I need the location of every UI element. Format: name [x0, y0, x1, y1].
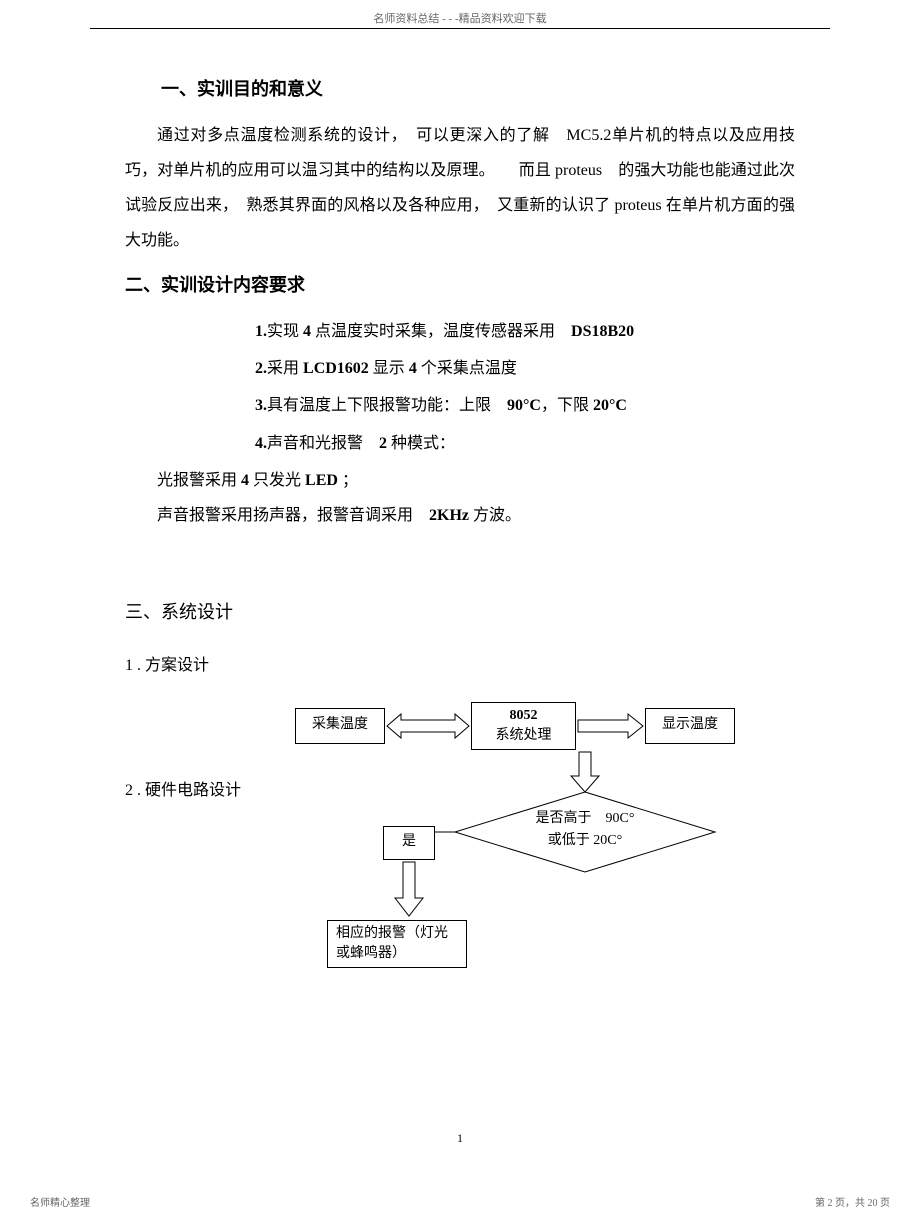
decision-l2: 或低于 20C°: [520, 830, 650, 852]
page-number-center: 1: [0, 1131, 920, 1146]
arrow-down-to-diamond: [571, 752, 599, 792]
req-2-b: LCD1602: [303, 360, 373, 377]
spacer: [125, 533, 795, 573]
req-4-b: 2: [379, 435, 391, 452]
req-1-a: 实现: [267, 323, 303, 340]
flow-box-process: 8052 系统处理: [471, 702, 576, 750]
flow-box-alarm: 相应的报警（灯光 或蜂鸣器）: [327, 920, 467, 968]
sub-req-1: 光报警采用 4 只发光 LED ；: [157, 463, 795, 498]
process-l2: 系统处理: [496, 726, 552, 746]
req-4-num: 4.: [255, 435, 267, 452]
sub-req-2: 声音报警采用扬声器，报警音调采用 2KHz 方波。: [157, 498, 795, 533]
sub1-c: 只发光: [253, 472, 305, 489]
req-3-d: 20°C: [593, 397, 627, 414]
req-1-num: 1.: [255, 323, 267, 340]
arrow-right: [578, 714, 643, 738]
req-2: 2.采用 LCD1602 显示 4 个采集点温度: [255, 351, 795, 386]
req-4: 4.声音和光报警 2 种模式：: [255, 426, 795, 461]
header-text: 名师资料总结 - - -精品资料欢迎下载: [0, 10, 920, 26]
section-3-sub1: 1 . 方案设计: [125, 648, 795, 683]
section-3-sub2: 2 . 硬件电路设计: [125, 773, 241, 808]
req-4-c: 种模式：: [391, 435, 455, 452]
arrow-down-to-alarm: [395, 862, 423, 916]
flow-box-collect: 采集温度: [295, 708, 385, 744]
req-3-c: ，下限: [541, 397, 593, 414]
footer-right: 第 2 页，共 20 页: [815, 1194, 890, 1209]
flowchart-container: 采集温度 8052 系统处理 显示温度 是 是否高于 90C° 或低于 20C°…: [125, 698, 795, 1018]
section-2-title: 二、实训设计内容要求: [125, 266, 795, 306]
section-1-title: 一、实训目的和意义: [125, 70, 795, 110]
flow-box-yes: 是: [383, 826, 435, 860]
req-3-b: 90°C: [507, 397, 541, 414]
req-1-d: DS18B20: [571, 323, 634, 340]
sub2-c: 方波。: [473, 507, 521, 524]
req-2-e: 个采集点温度: [421, 360, 517, 377]
footer-left: 名师精心整理: [30, 1194, 90, 1209]
section-3-title: 三、系统设计: [125, 593, 795, 633]
req-2-num: 2.: [255, 360, 267, 377]
req-2-d: 4: [409, 360, 421, 377]
decision-l1: 是否高于 90C°: [520, 808, 650, 830]
req-3-num: 3.: [255, 397, 267, 414]
sub1-a: 光报警采用: [157, 472, 241, 489]
req-4-a: 声音和光报警: [267, 435, 379, 452]
req-1-c: 点温度实时采集，温度传感器采用: [315, 323, 571, 340]
process-l1: 8052: [496, 706, 552, 726]
flow-box-display: 显示温度: [645, 708, 735, 744]
arrow-left-double: [387, 714, 469, 738]
alarm-l2: 或蜂鸣器）: [336, 944, 448, 964]
sub1-e: ；: [342, 472, 358, 489]
req-3: 3.具有温度上下限报警功能：上限 90°C，下限 20°C: [255, 388, 795, 423]
decision-text: 是否高于 90C° 或低于 20C°: [520, 808, 650, 853]
sub1-b: 4: [241, 472, 253, 489]
sub1-d: LED: [305, 472, 342, 489]
req-3-a: 具有温度上下限报警功能：上限: [267, 397, 507, 414]
req-2-a: 采用: [267, 360, 303, 377]
req-1: 1.实现 4 点温度实时采集，温度传感器采用 DS18B20: [255, 314, 795, 349]
sub2-b: 2KHz: [429, 507, 473, 524]
header-divider: [90, 28, 830, 29]
alarm-l1: 相应的报警（灯光: [336, 924, 448, 944]
sub2-a: 声音报警采用扬声器，报警音调采用: [157, 507, 429, 524]
requirements-list: 1.实现 4 点温度实时采集，温度传感器采用 DS18B20 2.采用 LCD1…: [255, 314, 795, 461]
req-2-c: 显示: [373, 360, 409, 377]
document-content: 一、实训目的和意义 通过对多点温度检测系统的设计， 可以更深入的了解 MC5.2…: [125, 70, 795, 1018]
section-1-para: 通过对多点温度检测系统的设计， 可以更深入的了解 MC5.2单片机的特点以及应用…: [125, 118, 795, 259]
req-1-b: 4: [303, 323, 315, 340]
